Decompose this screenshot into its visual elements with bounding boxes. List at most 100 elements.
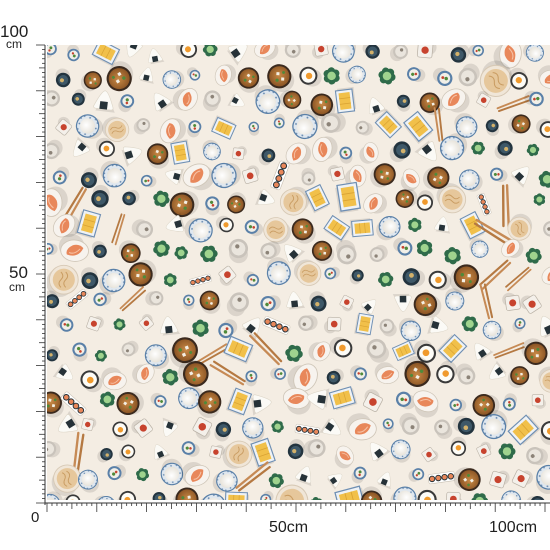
food-motif-green-flower	[471, 493, 489, 500]
food-motif-tray	[334, 86, 357, 114]
food-motif-small-bowl	[324, 266, 341, 280]
food-motif-egg	[299, 66, 322, 87]
food-motif-egg	[175, 45, 198, 58]
food-motif-small-bowl	[47, 242, 58, 255]
food-motif-red-dish	[520, 294, 542, 314]
food-motif-green-flower	[94, 349, 107, 362]
food-motif-salmon-plate	[363, 193, 388, 214]
food-motif-small-bowl	[449, 398, 467, 412]
food-motif-salmon-plate	[172, 88, 198, 111]
food-motif-gray-bowl	[226, 292, 249, 317]
food-motif-red-dish	[327, 164, 345, 182]
food-motif-salmon-plate	[58, 234, 89, 262]
food-motif-salmon-plate	[374, 362, 400, 384]
food-motif-onigiri	[427, 315, 449, 334]
food-motif-green-flower	[323, 67, 340, 85]
food-motif-rice-bowl	[376, 215, 401, 241]
food-motif-green-flower	[174, 246, 188, 260]
food-motif-dark-bowl	[396, 94, 411, 112]
food-motif-gray-bowl	[298, 314, 318, 331]
food-motif-sushi-row	[270, 160, 290, 191]
food-motif-tray	[74, 209, 102, 239]
food-motif-red-dish	[339, 294, 354, 312]
food-motif-sushi-row	[65, 288, 89, 310]
food-motif-small-bowl	[72, 342, 88, 362]
food-motif-green-flower	[285, 344, 303, 362]
food-motif-onigiri	[369, 442, 391, 462]
food-motif-dark-bowl	[258, 148, 276, 166]
food-motif-red-dish	[362, 389, 383, 412]
food-motif-small-bowl	[55, 315, 74, 332]
food-motif-chopsticks	[473, 218, 514, 247]
food-motif-rice-bowl	[254, 85, 281, 115]
food-motif-red-dish	[312, 45, 329, 59]
food-motif-egg	[417, 489, 439, 500]
vertical-top-value: 100	[0, 22, 28, 41]
food-motif-rice-bowl	[78, 469, 100, 493]
food-motif-salmon-plate	[412, 390, 439, 418]
food-motif-green-flower	[162, 368, 179, 386]
food-motif-gray-bowl	[228, 238, 249, 264]
food-motif-rice-bowl	[242, 417, 265, 442]
food-motif-chopsticks	[433, 107, 444, 142]
food-motif-green-flower	[163, 273, 177, 287]
food-motif-chopsticks	[209, 360, 246, 386]
food-motif-dark-bowl	[402, 268, 426, 287]
food-motif-rice-bowl	[184, 217, 213, 243]
food-motif-rice-bowl	[454, 113, 478, 138]
food-motif-egg	[413, 339, 437, 363]
food-motif-dark-bowl	[47, 290, 60, 309]
food-motif-small-bowl	[432, 67, 453, 87]
food-motif-onigiri	[159, 316, 181, 336]
food-motif-small-bowl	[93, 292, 112, 307]
food-motif-salmon-plate	[287, 363, 318, 392]
food-motif-soup	[146, 143, 170, 169]
food-motif-red-dish	[446, 491, 463, 500]
food-motif-soup	[128, 259, 157, 287]
food-motif-dark-bowl	[80, 167, 99, 189]
food-motif-onigiri	[255, 189, 275, 206]
horizontal-mid-label: 50cm	[269, 519, 308, 536]
food-motif-egg	[508, 67, 528, 90]
food-motif-tray	[328, 386, 358, 411]
food-motif-dark-bowl	[287, 439, 305, 460]
food-motif-rice-bowl	[481, 409, 508, 440]
food-motif-soup	[521, 338, 548, 365]
food-motif-onigiri	[434, 216, 451, 234]
food-motif-big-bowl-noodle	[263, 217, 291, 245]
food-motif-soup	[413, 292, 442, 318]
food-motif-tray	[304, 183, 331, 214]
food-motif-onigiri	[510, 166, 530, 188]
food-motif-dark-bowl	[91, 184, 110, 208]
food-motif-rice-bowl	[535, 464, 550, 494]
food-motif-small-bowl	[350, 365, 368, 381]
food-motif-dark-bowl	[122, 189, 140, 206]
food-motif-tray	[507, 414, 541, 446]
food-motif-soup	[178, 359, 209, 387]
food-motif-onigiri	[376, 471, 391, 490]
food-motif-rice-bowl	[197, 493, 227, 500]
food-motif-gray-bowl	[336, 239, 357, 265]
food-motif-soup	[47, 391, 64, 418]
food-motif-red-dish	[81, 417, 97, 431]
food-motif-tray	[354, 312, 375, 336]
food-motif-small-bowl	[187, 120, 202, 138]
food-motif-gray-bowl	[202, 90, 221, 112]
food-motif-small-bowl	[218, 319, 238, 339]
food-motif-onigiri	[126, 45, 143, 58]
food-motif-red-dish	[511, 469, 533, 488]
food-motif-salmon-plate	[47, 186, 68, 217]
food-motif-small-bowl	[150, 392, 167, 408]
food-motif-soup	[508, 114, 531, 134]
food-motif-salmon-plate	[501, 239, 524, 258]
food-motif-red-dish	[131, 418, 153, 438]
food-motif-salmon-plate	[285, 142, 312, 165]
food-motif-dark-bowl	[97, 447, 113, 463]
food-motif-egg	[428, 270, 452, 291]
food-motif-small-bowl	[468, 45, 485, 57]
food-motif-dark-bowl	[349, 269, 364, 285]
food-motif-dark-bowl	[485, 119, 500, 136]
food-motif-rice-bowl	[162, 70, 185, 89]
food-motif-salmon-plate	[52, 214, 80, 238]
food-motif-rice-bowl	[75, 114, 104, 139]
